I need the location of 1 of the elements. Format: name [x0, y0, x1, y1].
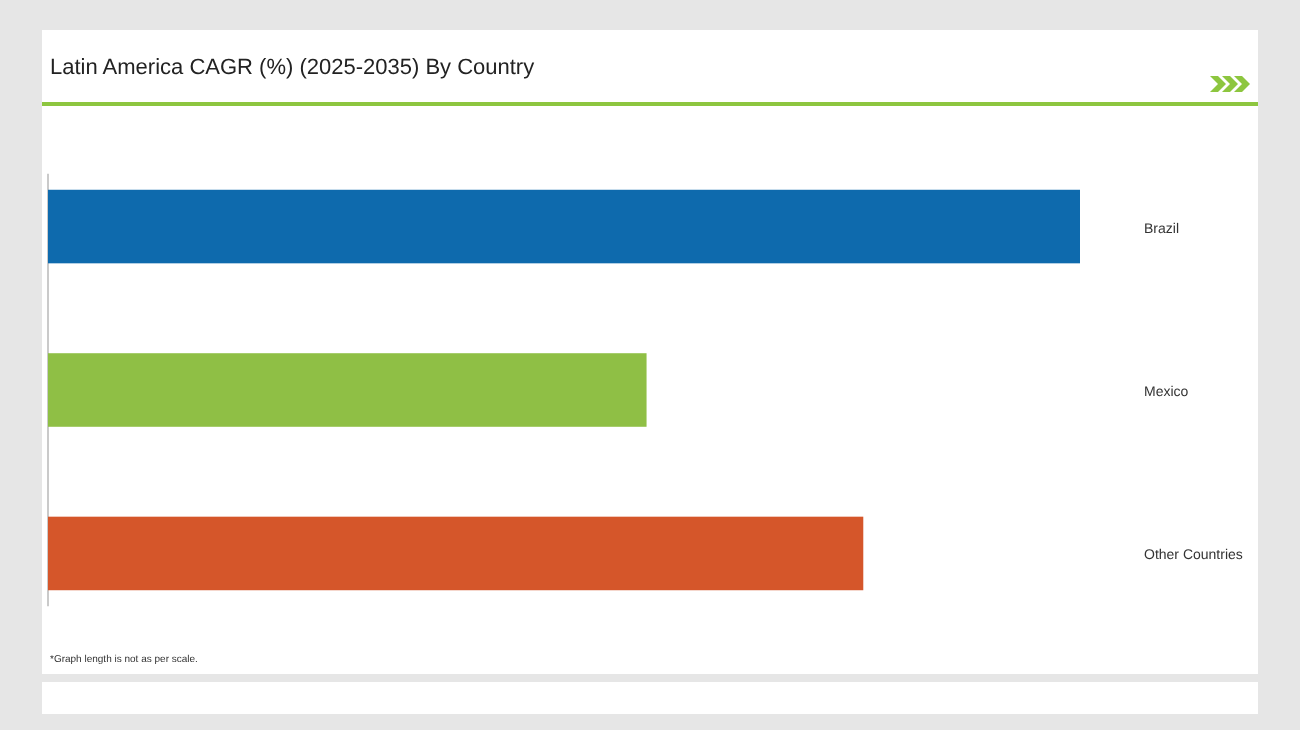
chart-title: Latin America CAGR (%) (2025-2035) By Country [50, 56, 536, 80]
